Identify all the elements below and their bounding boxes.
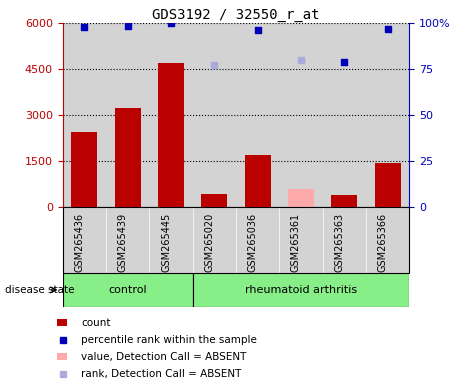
Text: GSM265020: GSM265020 bbox=[204, 213, 214, 272]
Text: rheumatoid arthritis: rheumatoid arthritis bbox=[245, 285, 357, 295]
Bar bbox=[201, 194, 227, 207]
Bar bbox=[149, 23, 193, 207]
Bar bbox=[236, 207, 279, 273]
Text: count: count bbox=[81, 318, 111, 328]
Point bbox=[81, 24, 88, 30]
Bar bbox=[106, 23, 149, 207]
Text: GSM265036: GSM265036 bbox=[248, 213, 258, 272]
Text: rank, Detection Call = ABSENT: rank, Detection Call = ABSENT bbox=[81, 369, 242, 379]
Text: value, Detection Call = ABSENT: value, Detection Call = ABSENT bbox=[81, 352, 247, 362]
Text: GSM265439: GSM265439 bbox=[118, 213, 128, 272]
Bar bbox=[63, 23, 106, 207]
Bar bbox=[193, 207, 236, 273]
Point bbox=[384, 25, 391, 31]
Point bbox=[340, 59, 348, 65]
Text: GSM265361: GSM265361 bbox=[291, 213, 301, 272]
Bar bbox=[72, 132, 98, 207]
Text: GSM265366: GSM265366 bbox=[378, 213, 387, 272]
Point bbox=[124, 23, 132, 29]
Bar bbox=[323, 207, 366, 273]
Bar bbox=[279, 23, 323, 207]
Bar bbox=[374, 163, 400, 207]
Text: disease state: disease state bbox=[5, 285, 74, 295]
Bar bbox=[115, 108, 141, 207]
Point bbox=[254, 27, 261, 33]
Text: GSM265363: GSM265363 bbox=[334, 213, 344, 272]
Bar bbox=[158, 63, 184, 207]
Title: GDS3192 / 32550_r_at: GDS3192 / 32550_r_at bbox=[152, 8, 320, 22]
Text: GSM265445: GSM265445 bbox=[161, 213, 171, 272]
Point bbox=[167, 20, 175, 26]
Bar bbox=[366, 23, 409, 207]
Bar bbox=[193, 273, 409, 307]
Bar bbox=[63, 207, 106, 273]
Bar bbox=[193, 23, 236, 207]
Text: control: control bbox=[108, 285, 147, 295]
Bar bbox=[236, 23, 279, 207]
Bar bbox=[149, 207, 193, 273]
Bar bbox=[279, 207, 323, 273]
Bar bbox=[106, 207, 149, 273]
Text: percentile rank within the sample: percentile rank within the sample bbox=[81, 335, 257, 345]
Bar bbox=[323, 23, 366, 207]
Point bbox=[297, 57, 305, 63]
Text: GSM265436: GSM265436 bbox=[74, 213, 85, 272]
Bar bbox=[366, 207, 409, 273]
Bar bbox=[288, 189, 314, 207]
Bar bbox=[331, 195, 357, 207]
Point bbox=[211, 62, 218, 68]
Bar bbox=[63, 273, 193, 307]
Bar bbox=[245, 155, 271, 207]
